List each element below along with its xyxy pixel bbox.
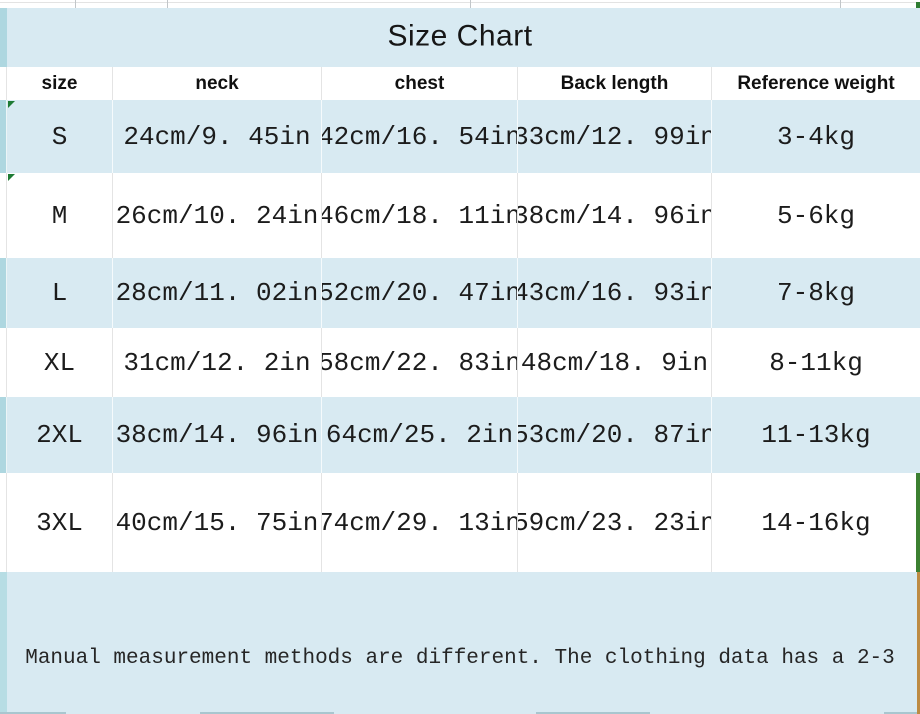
table-row: 3XL 40cm/15. 75in 74cm/29. 13in 59cm/23.… (0, 473, 920, 572)
size-cell: XL (7, 328, 113, 397)
chest-cell: 64cm/25. 2in (322, 397, 518, 473)
size-value: S (51, 121, 68, 152)
back-length-cell: 53cm/20. 87in (518, 397, 712, 473)
cell-error-triangle-icon (8, 174, 15, 181)
chest-cell: 58cm/22. 83in (322, 328, 518, 397)
column-header-back-length: Back length (518, 67, 712, 100)
right-edge-orange-bar (917, 572, 920, 714)
title-banner: Size Chart (0, 8, 920, 67)
bottom-border-segment (200, 712, 334, 714)
bottom-border-segment (0, 712, 66, 714)
back-length-cell: 59cm/23. 23in (518, 473, 712, 572)
left-strip-cell (0, 173, 7, 258)
chest-cell: 42cm/16. 54in (322, 100, 518, 173)
table-row: M 26cm/10. 24in 46cm/18. 11in 38cm/14. 9… (0, 173, 920, 258)
left-strip-cell (0, 100, 7, 173)
left-strip-cell (0, 397, 7, 473)
size-value: L (51, 278, 68, 308)
table-header-row: size neck chest Back length Reference we… (0, 67, 920, 100)
neck-cell: 38cm/14. 96in (113, 397, 322, 473)
size-cell: 2XL (7, 397, 113, 473)
neck-cell: 40cm/15. 75in (113, 473, 322, 572)
size-cell: 3XL (7, 473, 113, 572)
right-edge-green-bar (916, 473, 920, 572)
measurement-note: Manual measurement methods are different… (0, 572, 920, 714)
size-cell: S (7, 100, 113, 173)
page-title: Size Chart (387, 19, 533, 53)
left-strip-cell (0, 258, 7, 328)
left-strip (0, 572, 7, 714)
left-strip-cell (0, 473, 7, 572)
corner-green-mark (916, 2, 920, 8)
chest-cell: 74cm/29. 13in (322, 473, 518, 572)
gridline-stub (470, 0, 471, 8)
column-header-chest: chest (322, 67, 518, 100)
gridline-stub (167, 0, 168, 8)
size-value: M (51, 200, 68, 231)
weight-cell: 14-16kg (761, 507, 871, 538)
size-cell: M (7, 173, 113, 258)
weight-cell: 3-4kg (776, 121, 855, 152)
neck-cell: 28cm/11. 02in (113, 258, 322, 328)
neck-cell: 31cm/12. 2in (113, 328, 322, 397)
chest-cell: 46cm/18. 11in (322, 173, 518, 258)
note-line: Manual measurement methods are different… (25, 647, 895, 670)
column-header-neck: neck (113, 67, 322, 100)
neck-cell: 24cm/9. 45in (113, 100, 322, 173)
back-length-cell: 43cm/16. 93in (518, 258, 712, 328)
bottom-border-segment (884, 712, 920, 714)
table-row: 2XL 38cm/14. 96in 64cm/25. 2in 53cm/20. … (0, 397, 920, 473)
table-row: L 28cm/11. 02in 52cm/20. 47in 43cm/16. 9… (0, 258, 920, 328)
weight-cell: 7-8kg (776, 278, 855, 308)
top-gridline-sliver (0, 0, 920, 8)
neck-cell: 26cm/10. 24in (113, 173, 322, 258)
chest-cell: 52cm/20. 47in (322, 258, 518, 328)
gridline-horizontal (0, 2, 920, 3)
table-row: XL 31cm/12. 2in 58cm/22. 83in 48cm/18. 9… (0, 328, 920, 397)
size-cell: L (7, 258, 113, 328)
note-text: Manual measurement methods are different… (0, 572, 920, 714)
back-length-cell: 33cm/12. 99in (518, 100, 712, 173)
gridline-stub (840, 0, 841, 8)
size-value: 3XL (36, 507, 83, 538)
gridline-stub (75, 0, 76, 8)
size-value: XL (43, 347, 76, 378)
back-length-cell: 48cm/18. 9in (518, 328, 712, 397)
column-header-size: size (7, 67, 113, 100)
bottom-border-segment (536, 712, 650, 714)
left-strip (0, 8, 7, 67)
header-strip-cell (0, 67, 7, 100)
weight-cell: 5-6kg (776, 200, 855, 231)
size-value: 2XL (36, 420, 83, 450)
weight-cell: 11-13kg (761, 420, 871, 450)
table-row: S 24cm/9. 45in 42cm/16. 54in 33cm/12. 99… (0, 100, 920, 173)
cell-error-triangle-icon (8, 101, 15, 108)
column-header-reference-weight: Reference weight (737, 72, 895, 94)
back-length-cell: 38cm/14. 96in (518, 173, 712, 258)
left-strip-cell (0, 328, 7, 397)
weight-cell: 8-11kg (769, 347, 863, 378)
